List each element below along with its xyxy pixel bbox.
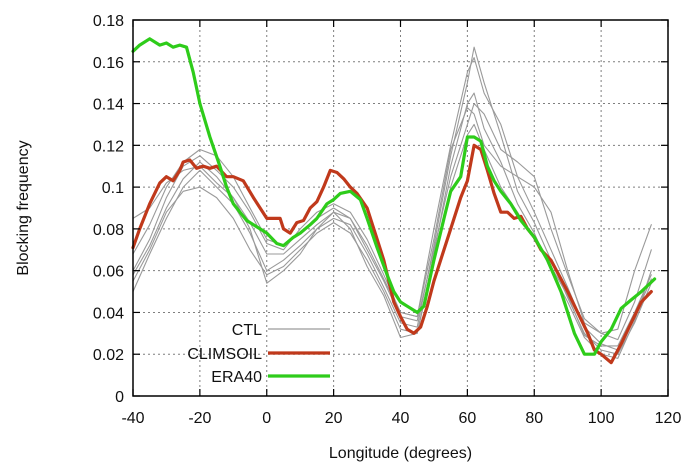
series-line-ctl-member xyxy=(132,92,652,359)
legend-label: CLIMSOIL xyxy=(187,346,262,363)
x-tick-label: 60 xyxy=(458,410,476,427)
y-tick-label: 0.18 xyxy=(93,13,124,30)
grid-lines xyxy=(133,20,668,396)
legend-label: ERA40 xyxy=(211,369,262,386)
y-tick-label: 0 xyxy=(115,389,124,406)
series-line-era40 xyxy=(131,37,657,356)
series-line-ctl-member xyxy=(132,123,652,347)
series-line-ctl-member xyxy=(132,107,652,334)
series-lines xyxy=(131,37,657,365)
x-tick-label: -40 xyxy=(121,410,144,427)
y-tick-label: 0.12 xyxy=(93,138,124,155)
y-tick-label: 0.16 xyxy=(93,55,124,72)
x-axis-label: Longitude (degrees) xyxy=(329,445,472,462)
x-tick-labels: -40 -20 0 20 40 60 80 100 120 xyxy=(121,410,681,427)
y-axis-label: Blocking frequency xyxy=(15,140,32,275)
y-tick-label: 0.1 xyxy=(102,180,124,197)
x-tick-label: 120 xyxy=(655,410,682,427)
x-tick-label: 20 xyxy=(325,410,343,427)
y-tick-labels: 0 0.02 0.04 0.06 0.08 0.1 0.12 0.14 0.16 0.18 xyxy=(93,13,124,406)
x-tick-label: 100 xyxy=(588,410,615,427)
x-tick-label: -20 xyxy=(188,410,211,427)
x-tick-label: 0 xyxy=(262,410,271,427)
axis-ticks xyxy=(132,19,669,397)
y-tick-label: 0.08 xyxy=(93,222,124,239)
y-tick-label: 0.14 xyxy=(93,97,124,114)
legend: CTL CLIMSOIL ERA40 xyxy=(187,322,330,386)
x-tick-label: 80 xyxy=(525,410,543,427)
y-tick-label: 0.02 xyxy=(93,347,124,364)
y-tick-label: 0.04 xyxy=(93,305,124,322)
x-tick-label: 40 xyxy=(392,410,410,427)
series-line-ctl-member xyxy=(132,46,652,355)
y-tick-label: 0.06 xyxy=(93,264,124,281)
legend-label: CTL xyxy=(232,322,262,339)
